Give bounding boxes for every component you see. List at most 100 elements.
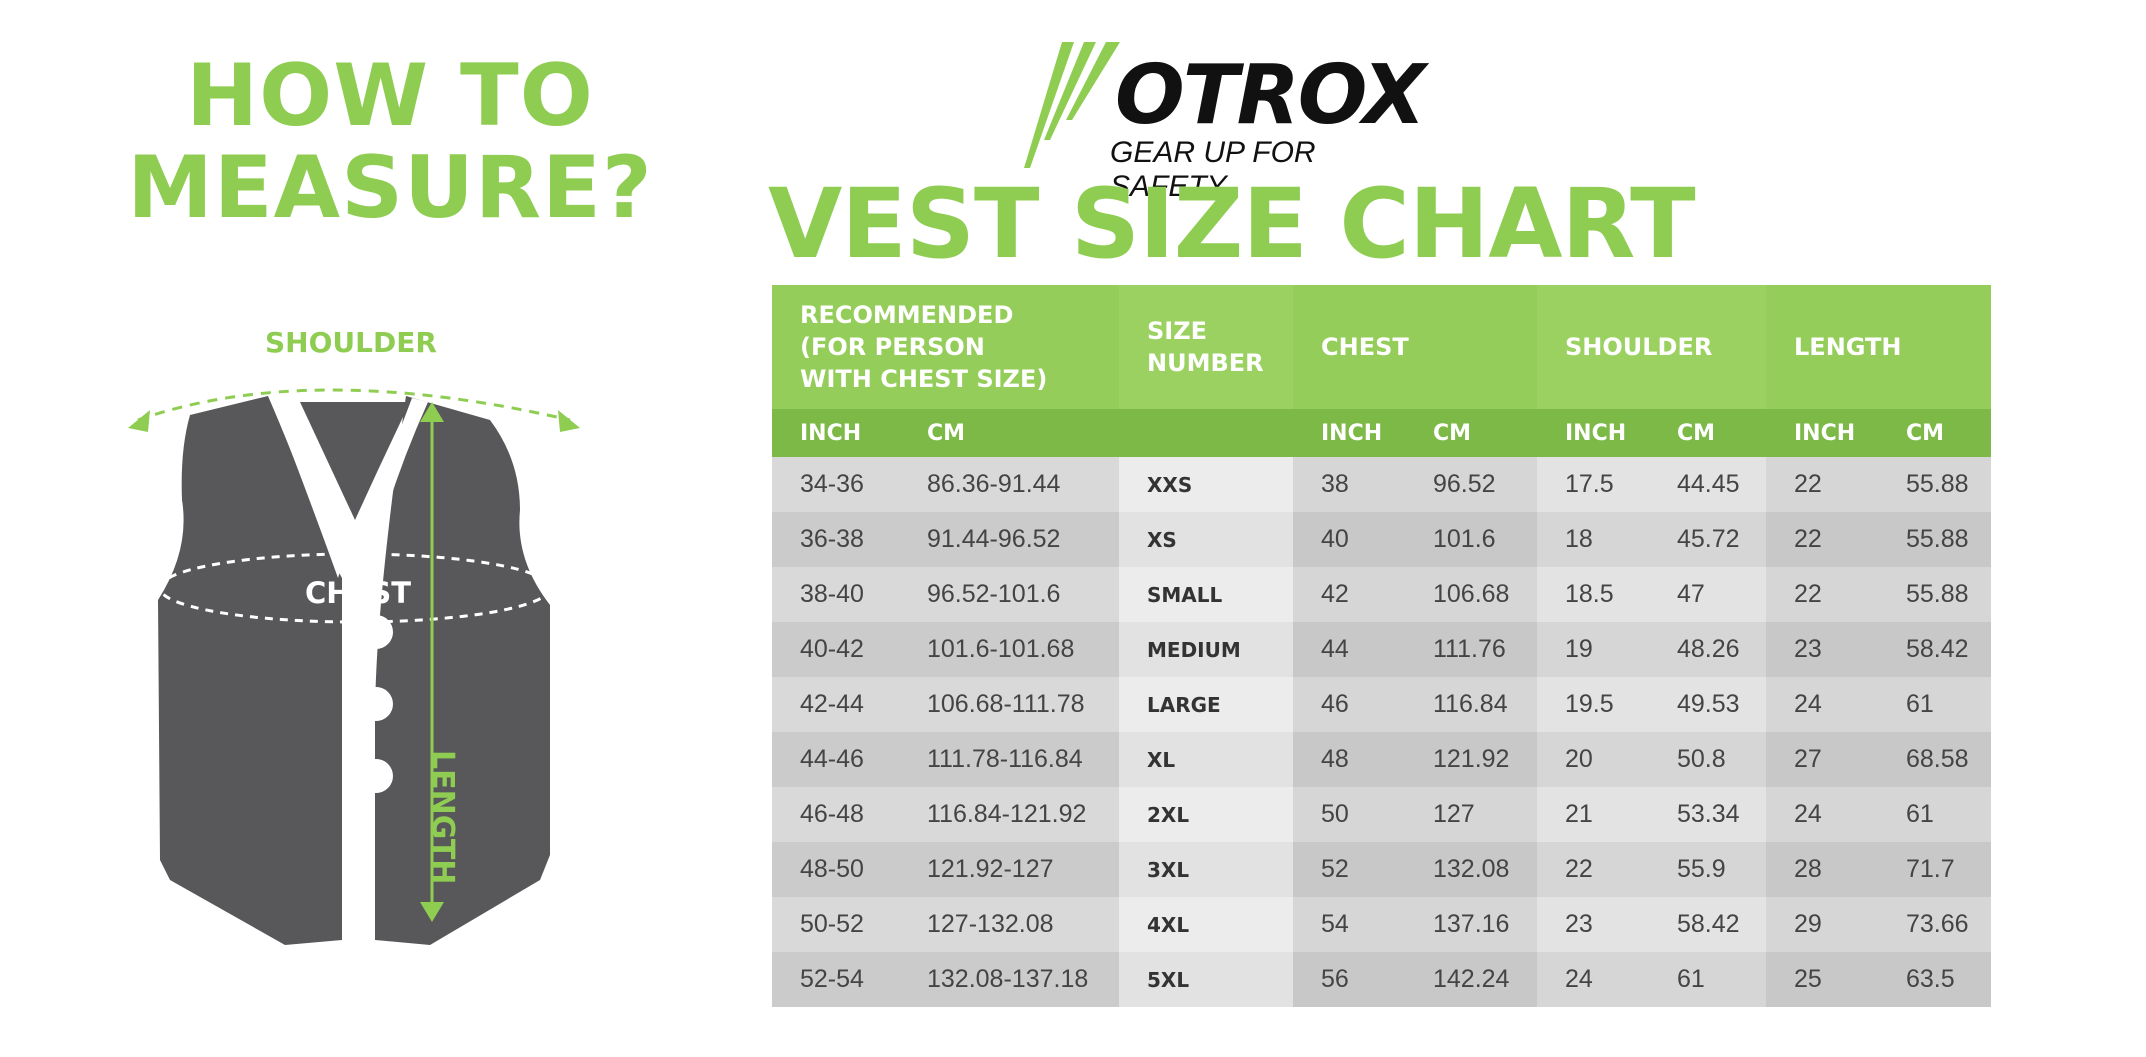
how-to-measure-title: HOW TO MEASURE? (120, 50, 660, 234)
table-cell: 58.42 (1878, 622, 1991, 677)
claw-marks-icon (1024, 42, 1120, 168)
table-cell: 29 (1766, 897, 1878, 952)
table-cell: 49.53 (1649, 677, 1766, 732)
table-row: 36-38 91.44-96.52 XS 40 101.6 18 45.72 22 55.88 (772, 512, 1991, 567)
chest-label: CHEST (305, 576, 412, 610)
brand-name: OTROX (1115, 48, 1426, 143)
table-cell: 55.88 (1878, 567, 1991, 622)
table-row: 44-46 111.78-116.84 XL 48 121.92 20 50.8 27 68.5… (772, 732, 1991, 787)
shoulder-arc (137, 388, 571, 422)
table-cell: 5XL (1119, 952, 1293, 1007)
table-cell: 56 (1293, 952, 1405, 1007)
header-shoulder: SHOULDER (1537, 285, 1766, 409)
shoulder-label: SHOULDER (265, 326, 437, 359)
table-cell: 142.24 (1405, 952, 1537, 1007)
vest-measure-diagram: SHOULDER CHEST LENGTH (110, 310, 630, 960)
table-cell: 3XL (1119, 842, 1293, 897)
table-cell: 63.5 (1878, 952, 1991, 1007)
table-cell: 38 (1293, 457, 1405, 512)
table-cell: 55.9 (1649, 842, 1766, 897)
table-cell: 55.88 (1878, 457, 1991, 512)
header-recommended: RECOMMENDED (FOR PERSON WITH CHEST SIZE) (772, 285, 1119, 409)
table-cell: 28 (1766, 842, 1878, 897)
table-cell: 73.66 (1878, 897, 1991, 952)
table-cell: 47 (1649, 567, 1766, 622)
unit-header: CM (899, 409, 1119, 457)
table-row: 50-52 127-132.08 4XL 54 137.16 23 58.42 29 73.66 (772, 897, 1991, 952)
table-cell: 27 (1766, 732, 1878, 787)
table-body: 34-36 86.36-91.44 XXS 38 96.52 17.5 44.45 22 55.… (772, 457, 1991, 1007)
header-length: LENGTH (1766, 285, 1991, 409)
table-unit-header-row: INCH CM INCH CM INCH CM INCH CM (772, 409, 1991, 457)
vest-right-panel (375, 396, 550, 945)
table-cell: 61 (1878, 787, 1991, 842)
chart-title: VEST SIZE CHART (768, 168, 1696, 280)
table-cell: 53.34 (1649, 787, 1766, 842)
unit-header: INCH (1537, 409, 1649, 457)
table-cell: 50-52 (772, 897, 899, 952)
table-cell: 22 (1766, 512, 1878, 567)
table-cell: 52-54 (772, 952, 899, 1007)
table-row: 48-50 121.92-127 3XL 52 132.08 22 55.9 28 71.7 (772, 842, 1991, 897)
unit-header: CM (1649, 409, 1766, 457)
table-cell: 44.45 (1649, 457, 1766, 512)
table-cell: 46 (1293, 677, 1405, 732)
unit-header: CM (1405, 409, 1537, 457)
table-cell: 127 (1405, 787, 1537, 842)
vest-size-table: RECOMMENDED (FOR PERSON WITH CHEST SIZE)… (772, 285, 1991, 1007)
table-cell: 20 (1537, 732, 1649, 787)
table-cell: 50 (1293, 787, 1405, 842)
table-cell: 50.8 (1649, 732, 1766, 787)
table-cell: 116.84 (1405, 677, 1537, 732)
table-cell: 101.6-101.68 (899, 622, 1119, 677)
table-cell: 22 (1766, 567, 1878, 622)
table-cell: 68.58 (1878, 732, 1991, 787)
table-cell: 17.5 (1537, 457, 1649, 512)
table-cell: 40 (1293, 512, 1405, 567)
how-title-line-2: MEASURE? (127, 138, 653, 238)
table-cell: 34-36 (772, 457, 899, 512)
table-cell: 19 (1537, 622, 1649, 677)
table-cell: 71.7 (1878, 842, 1991, 897)
table-cell: 4XL (1119, 897, 1293, 952)
table-cell: 48.26 (1649, 622, 1766, 677)
unit-header: CM (1878, 409, 1991, 457)
how-title-line-1: HOW TO (186, 46, 594, 146)
table-cell: 48-50 (772, 842, 899, 897)
table-cell: 21 (1537, 787, 1649, 842)
table-cell: 46-48 (772, 787, 899, 842)
table-cell: 55.88 (1878, 512, 1991, 567)
vest-illustration (128, 388, 580, 945)
vest-button (359, 615, 393, 649)
header-chest: CHEST (1293, 285, 1537, 409)
table-cell: 61 (1649, 952, 1766, 1007)
table-cell: 18.5 (1537, 567, 1649, 622)
table-row: 46-48 116.84-121.92 2XL 50 127 21 53.34 24 61 (772, 787, 1991, 842)
table-cell: MEDIUM (1119, 622, 1293, 677)
shoulder-arrow-left-icon (128, 410, 150, 432)
table-cell: 61 (1878, 677, 1991, 732)
table-cell: 48 (1293, 732, 1405, 787)
table-cell: SMALL (1119, 567, 1293, 622)
table-cell: 137.16 (1405, 897, 1537, 952)
table-cell: 24 (1766, 677, 1878, 732)
unit-header: INCH (1766, 409, 1878, 457)
brand-tagline: GEAR UP FOR SAFETY (1110, 136, 1316, 203)
table-cell: 58.42 (1649, 897, 1766, 952)
table-cell: 101.6 (1405, 512, 1537, 567)
table-cell: 96.52-101.6 (899, 567, 1119, 622)
vest-back-neck (300, 402, 410, 520)
table-cell: 132.08-137.18 (899, 952, 1119, 1007)
table-cell: 121.92-127 (899, 842, 1119, 897)
table-row: 34-36 86.36-91.44 XXS 38 96.52 17.5 44.45 22 55.… (772, 457, 1991, 512)
table-cell: 38-40 (772, 567, 899, 622)
table-cell: 44 (1293, 622, 1405, 677)
table-cell: 45.72 (1649, 512, 1766, 567)
table-cell: 111.76 (1405, 622, 1537, 677)
table-row: 42-44 106.68-111.78 LARGE 46 116.84 19.5 49.53… (772, 677, 1991, 732)
table-cell: LARGE (1119, 677, 1293, 732)
table-cell: 127-132.08 (899, 897, 1119, 952)
table-cell: 91.44-96.52 (899, 512, 1119, 567)
table-cell: 23 (1537, 897, 1649, 952)
table-cell: 42-44 (772, 677, 899, 732)
